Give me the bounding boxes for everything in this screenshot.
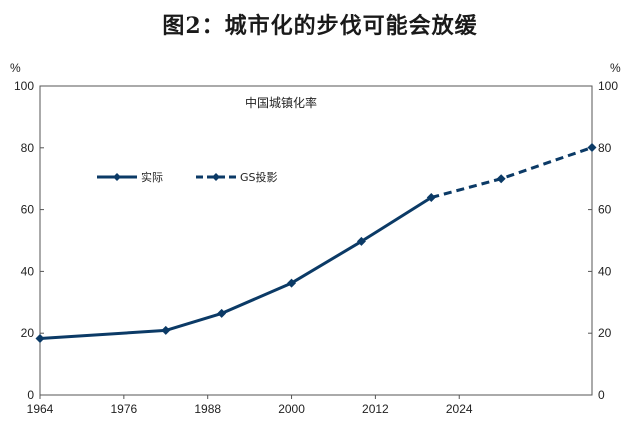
y-tick-label-left: 100	[14, 79, 34, 93]
series-line-0	[39, 196, 433, 340]
data-point-marker	[217, 308, 227, 318]
x-tick-label: 1988	[194, 402, 221, 416]
markers-layer	[35, 142, 597, 343]
legend-swatch-marker-0	[113, 173, 121, 181]
chart-subtitle: 中国城镇化率	[245, 95, 317, 110]
y-tick-label-right: 60	[598, 203, 612, 217]
plot-border	[39, 85, 593, 396]
x-tick-label: 1964	[27, 402, 54, 416]
axes: 0 0 20 20 40 40 60 60 80 80 100 100 1964 1976 1988 2000…	[14, 79, 618, 416]
y-tick-label-right: 40	[598, 264, 612, 278]
legend-label-1: GS投影	[240, 170, 278, 184]
x-tick-label: 2000	[278, 402, 305, 416]
data-point-marker	[161, 325, 171, 335]
y-tick-label-left: 40	[21, 264, 35, 278]
y-tick-label-right: 20	[598, 326, 612, 340]
data-point-marker	[496, 174, 506, 184]
legend-swatch-marker-1	[212, 173, 220, 181]
series-line-1	[430, 146, 593, 199]
data-point-marker	[35, 333, 45, 343]
y-axis-unit-right: %	[610, 61, 621, 75]
data-point-marker	[356, 236, 366, 246]
x-tick-label: 1976	[110, 402, 137, 416]
data-point-marker	[587, 142, 597, 152]
legend-label-0: 实际	[141, 170, 163, 184]
data-point-marker	[426, 193, 436, 203]
x-tick-label: 2024	[446, 402, 473, 416]
y-tick-label-right: 100	[598, 79, 618, 93]
y-tick-label-left: 0	[27, 388, 34, 402]
plot-frame	[39, 85, 593, 396]
x-tick-label: 2012	[362, 402, 389, 416]
y-tick-label-left: 20	[21, 326, 35, 340]
y-tick-label-left: 80	[21, 141, 35, 155]
legend: 实际 GS投影	[97, 170, 278, 184]
data-point-marker	[287, 278, 297, 288]
y-tick-label-left: 60	[21, 203, 35, 217]
y-tick-label-right: 0	[598, 388, 605, 402]
y-tick-label-right: 80	[598, 141, 612, 155]
y-axis-unit-left: %	[10, 61, 21, 75]
chart-title: 图2：城市化的步伐可能会放缓	[162, 13, 478, 39]
